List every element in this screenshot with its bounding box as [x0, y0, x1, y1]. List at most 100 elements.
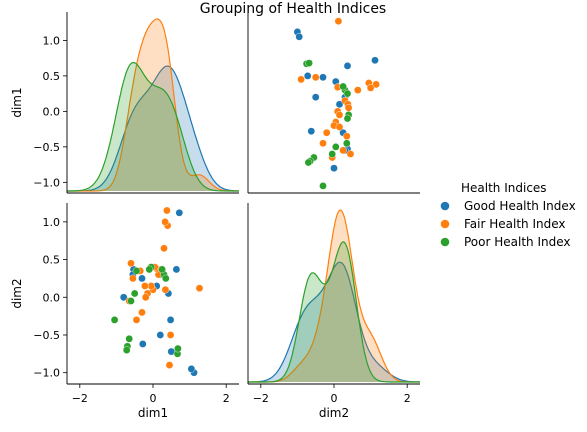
scatter-point: [145, 265, 154, 274]
legend-marker: [440, 237, 450, 247]
kde-line: [67, 65, 239, 192]
scatter-point: [342, 132, 351, 140]
scatter-point: [161, 285, 170, 294]
y-tick-label: −0.5: [33, 141, 60, 154]
scatter-point: [138, 340, 147, 348]
scatter-point: [305, 59, 313, 67]
scatter-point: [342, 139, 351, 148]
scatter-point: [295, 33, 304, 41]
x-tick-label: 2: [404, 392, 411, 405]
x-tick-label: −2: [72, 392, 88, 405]
scatter-point: [156, 331, 165, 339]
scatter-point: [372, 80, 380, 89]
legend-label: Poor Health Index: [464, 235, 571, 249]
scatter-point: [174, 344, 182, 353]
panel-dim2-vs-dim2: −2 0 2 dim2: [247, 203, 421, 420]
chart-title: Grouping of Health Indices: [200, 1, 386, 17]
scatter-point: [322, 128, 331, 137]
y-tick-label: 1.0: [43, 216, 61, 229]
scatter-point: [307, 127, 316, 135]
scatter-point: [172, 265, 181, 274]
scatter-point: [330, 164, 338, 172]
kde-line: [67, 18, 239, 192]
scatter-point: [331, 143, 340, 151]
x-tick-label: 0: [331, 392, 338, 405]
scatter-point: [141, 282, 149, 290]
scatter-point: [110, 316, 119, 324]
x-tick-label: 2: [223, 392, 230, 405]
panel-dim2-vs-dim1: −1.0 −0.5 0.0 0.5 1.0 dim2 −2 0 2 dim1: [10, 203, 239, 420]
scatter-point: [311, 73, 320, 82]
scatter-point: [334, 17, 343, 26]
y-tick-label: −1.0: [33, 367, 60, 380]
scatter-point: [344, 104, 353, 112]
scatter-point: [166, 316, 175, 324]
scatter-point: [371, 56, 379, 65]
scatter-point: [297, 75, 305, 84]
scatter-point: [138, 308, 146, 317]
legend-marker: [440, 201, 450, 211]
scatter-point: [161, 274, 170, 283]
kde-fill: [67, 62, 239, 191]
scatter-point: [125, 334, 133, 343]
legend-marker: [440, 219, 450, 229]
kde-fill: [248, 262, 420, 382]
scatter-point: [303, 72, 312, 80]
scatter-point: [353, 86, 362, 94]
scatter-point: [343, 89, 352, 98]
x-tick-label: 0: [150, 392, 157, 405]
scatter-point: [335, 100, 344, 109]
scatter-point: [339, 82, 347, 91]
scatter-point: [187, 365, 196, 373]
legend-title: Health Indices: [461, 181, 547, 195]
scatter-point: [328, 150, 337, 158]
kde-line: [248, 241, 420, 383]
x-axis-label: dim1: [138, 406, 168, 420]
scatter-point: [163, 206, 171, 215]
y-axis-label: dim2: [10, 278, 24, 308]
scatter-point: [195, 284, 204, 293]
scatter-point: [127, 259, 135, 268]
scatter-point: [366, 84, 375, 92]
scatter-point: [132, 316, 141, 324]
scatter-point: [165, 361, 174, 369]
scatter-point: [343, 62, 352, 70]
panel-grid: −1.0 −0.5 0.0 0.5 1.0 dim1 −1.0 −0.5 0.0 0.5 1.0 di…: [10, 12, 421, 420]
scatter-point: [319, 73, 327, 82]
scatter-point: [339, 146, 347, 155]
scatter-point: [343, 114, 352, 123]
x-tick-label: −2: [253, 392, 269, 405]
scatter-point: [175, 208, 184, 217]
y-tick-label: 1.0: [43, 34, 61, 47]
legend-label: Good Health Index: [464, 199, 576, 213]
scatter-point: [304, 158, 313, 167]
legend-label: Fair Health Index: [464, 217, 566, 231]
scatter-point: [141, 293, 150, 302]
kde-fill: [67, 66, 239, 191]
scatter-point: [127, 297, 135, 305]
x-axis-label: dim2: [319, 406, 349, 420]
scatter-point: [138, 274, 146, 283]
scatter-point: [319, 182, 327, 190]
scatter-point: [166, 331, 175, 339]
scatter-point: [158, 265, 166, 274]
scatter-point: [160, 244, 168, 253]
panel-dim1-vs-dim2: [247, 12, 420, 194]
scatter-point: [311, 93, 320, 101]
scatter-point: [132, 267, 141, 275]
y-tick-label: 0.0: [43, 105, 61, 118]
kde-fill: [67, 19, 239, 191]
y-tick-label: 0.5: [43, 254, 61, 267]
kde-fill: [248, 241, 420, 382]
legend: Health Indices Good Health Index Fair Hea…: [440, 181, 576, 249]
y-tick-label: 0.0: [43, 291, 61, 304]
y-tick-label: −0.5: [33, 329, 60, 342]
kde-fill: [248, 210, 420, 382]
panel-dim1-vs-dim1: −1.0 −0.5 0.0 0.5 1.0 dim1: [10, 12, 239, 194]
scatter-point: [335, 123, 344, 131]
scatter-point: [335, 111, 344, 119]
scatter-point: [119, 293, 128, 302]
scatter-point: [161, 218, 169, 226]
scatter-point: [130, 289, 139, 298]
